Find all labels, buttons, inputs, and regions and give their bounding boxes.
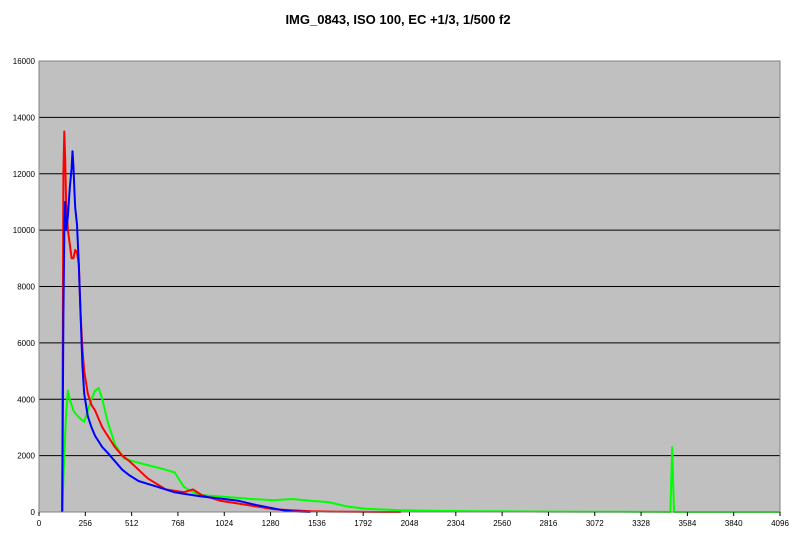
x-tick-label: 768 — [171, 519, 185, 528]
x-tick-label: 1280 — [262, 519, 280, 528]
x-tick-label: 2560 — [493, 519, 511, 528]
series-line-2 — [61, 150, 311, 513]
x-tick-label: 256 — [79, 519, 93, 528]
x-tick-label: 3584 — [678, 519, 696, 528]
x-tick-label: 2304 — [447, 519, 465, 528]
x-tick-label: 1536 — [308, 519, 326, 528]
y-tick-label: 14000 — [13, 113, 36, 122]
x-tick-label: 3328 — [632, 519, 650, 528]
x-tick-label: 0 — [37, 519, 42, 528]
y-tick-label: 0 — [31, 508, 36, 517]
x-tick-label: 1024 — [215, 519, 233, 528]
y-tick-label: 2000 — [17, 452, 35, 461]
x-tick-label: 512 — [125, 519, 139, 528]
x-tick-label: 2816 — [540, 519, 558, 528]
series-line-1 — [61, 130, 401, 513]
y-tick-label: 16000 — [13, 57, 36, 66]
y-tick-label: 8000 — [17, 283, 35, 292]
tick-labels: 0 2000 4000 6000 8000 10000 12000 14000 16000 0 25… — [13, 57, 790, 528]
y-tick-label: 10000 — [13, 226, 36, 235]
y-tick-label: 12000 — [13, 170, 36, 179]
y-tick-label: 4000 — [17, 395, 35, 404]
x-tick-label: 2048 — [401, 519, 419, 528]
x-tick-label: 3840 — [725, 519, 743, 528]
x-tick-label: 3072 — [586, 519, 604, 528]
y-tick-label: 6000 — [17, 339, 35, 348]
x-tick-label: 1792 — [354, 519, 372, 528]
x-tick-label: 4096 — [771, 519, 789, 528]
chart-title: IMG_0843, ISO 100, EC +1/3, 1/500 f2 — [285, 12, 511, 27]
